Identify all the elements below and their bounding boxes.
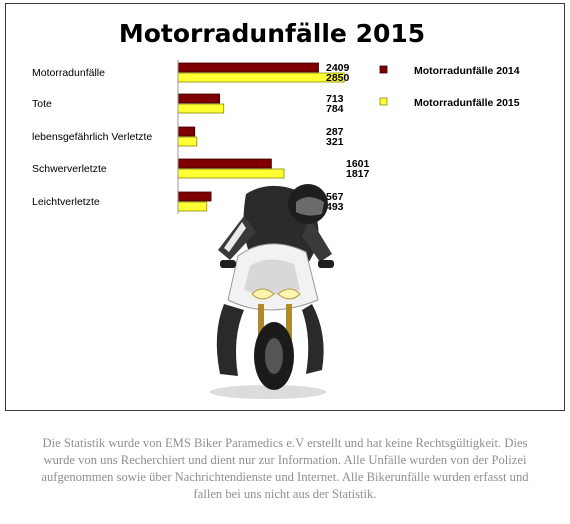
data-label: 1601 — [346, 158, 370, 170]
category-label: Leichtverletzte — [32, 196, 100, 208]
bar — [177, 126, 196, 137]
legend-swatch — [379, 65, 388, 74]
data-label: 493 — [326, 201, 344, 213]
category-label: lebensgefährlich Verletzte — [32, 131, 152, 143]
legend-label: Motorradunfälle 2015 — [414, 97, 520, 109]
bar — [177, 103, 225, 114]
bar — [177, 72, 345, 83]
bar — [177, 62, 319, 73]
bar — [177, 158, 272, 169]
chart-frame: Motorradunfälle 2015 Motorradunfälle 2409 2… — [5, 3, 565, 411]
category-label: Motorradunfälle — [32, 67, 105, 79]
data-label: 713 — [326, 93, 344, 105]
data-label: 567 — [326, 191, 344, 203]
legend-label: Motorradunfälle 2014 — [414, 65, 520, 77]
data-label: 287 — [326, 126, 344, 138]
motorcycle-rider-icon — [210, 184, 334, 399]
bar — [177, 168, 285, 179]
bar — [177, 136, 198, 147]
bar — [177, 93, 220, 104]
bar — [177, 201, 208, 212]
category-label: Schwerverletzte — [32, 163, 107, 175]
category-label: Tote — [32, 98, 52, 110]
chart-title: Motorradunfälle 2015 — [119, 19, 425, 48]
legend-swatch — [379, 97, 388, 106]
data-label: 784 — [326, 103, 344, 115]
data-label: 2850 — [326, 72, 350, 84]
bar — [177, 191, 212, 202]
data-label: 1817 — [346, 168, 370, 180]
statistics-disclaimer: Die Statistik wurde von EMS Biker Parame… — [41, 436, 529, 501]
data-label: 321 — [326, 136, 344, 148]
data-label: 2409 — [326, 62, 350, 74]
